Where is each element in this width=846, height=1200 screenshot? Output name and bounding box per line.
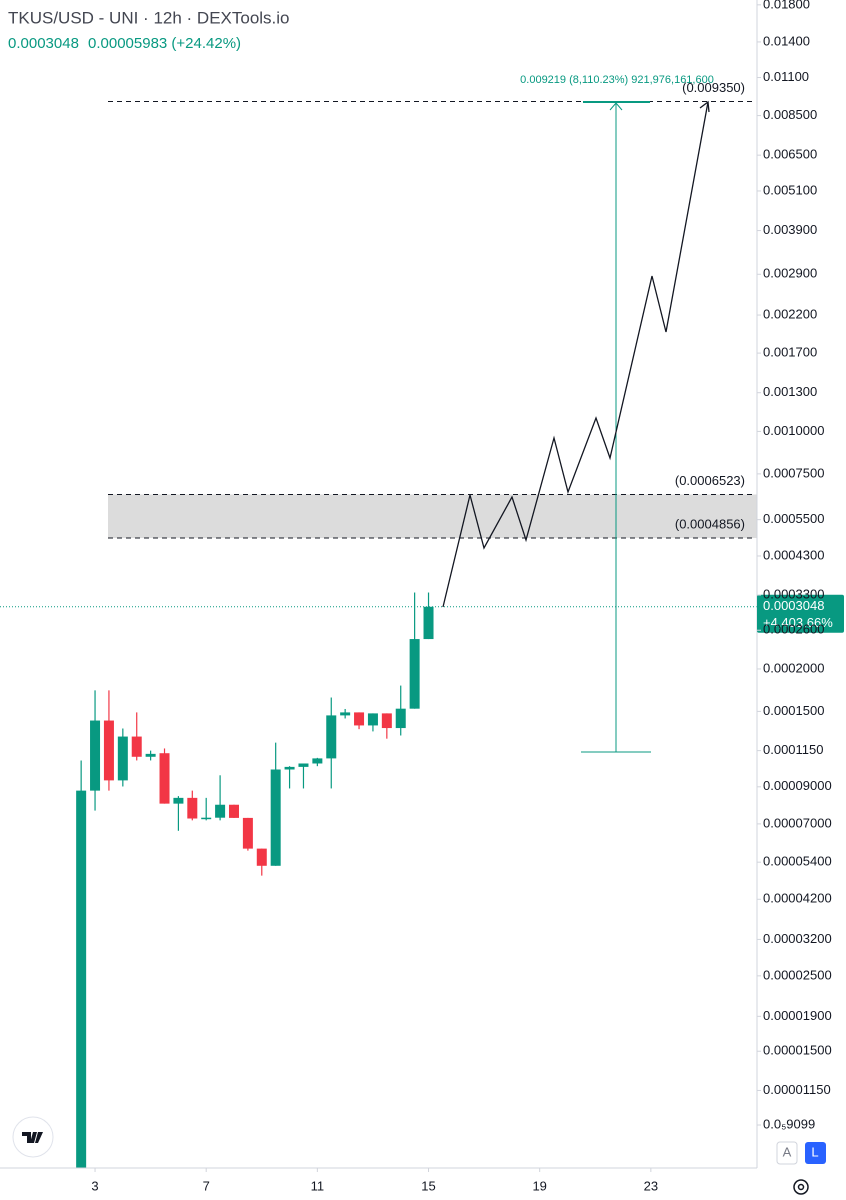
candle-body (201, 817, 212, 820)
y-tick-label: 0.0001150 (763, 742, 824, 757)
measure-arrow (609, 102, 623, 111)
last-price-box: 0.0003048 +4,403.66% (757, 594, 844, 633)
candle-body (395, 708, 406, 729)
candle-body (409, 639, 420, 709)
y-tick-label: 0.0001500 (763, 703, 824, 718)
candle-body (103, 720, 114, 781)
candle-body (270, 769, 281, 866)
candle-body (242, 817, 253, 849)
candle-body (131, 736, 142, 757)
auto-button[interactable] (776, 1141, 798, 1165)
candle-body (312, 758, 323, 764)
y-tick-label: 0.01400 (763, 33, 810, 48)
level-label: (0.0006523) (675, 473, 745, 488)
candle-body (173, 797, 184, 804)
tv-logo (12, 1116, 54, 1158)
measure-tool (581, 101, 651, 753)
y-tick-label: 0.003900 (763, 222, 817, 237)
measure-label: 0.009219 (8,110.23%) 921,976,161,600 (520, 74, 714, 86)
y-tick-label: 0.00001500 (763, 1043, 832, 1058)
x-tick-label: 7 (203, 1178, 210, 1193)
x-tick-label: 19 (532, 1178, 546, 1193)
last-price-bg (757, 594, 844, 633)
y-tick-label: 0.001300 (763, 384, 817, 399)
candle-body (326, 715, 337, 759)
header-price: 0.0003048 (8, 35, 79, 52)
candle-body (159, 753, 170, 804)
y-tick-label: 0.008500 (763, 107, 817, 122)
candle-body (187, 797, 198, 819)
y-tick-label: 0.0₅9099 (763, 1116, 815, 1131)
log-button[interactable] (805, 1142, 826, 1164)
candle-body (256, 848, 267, 866)
y-tick-label: 0.0010000 (763, 423, 824, 438)
candle-body (215, 804, 226, 818)
y-tick-label: 0.001700 (763, 345, 817, 360)
candle-body (298, 763, 309, 767)
y-tick-label: 0.0004300 (763, 547, 824, 562)
y-tick-label: 0.00009000 (763, 778, 832, 793)
y-tick-label: 0.00005400 (763, 854, 832, 869)
x-tick-label: 3 (91, 1178, 98, 1193)
candle-body (284, 766, 295, 770)
x-tick-label: 15 (421, 1178, 435, 1193)
y-tick-label: 0.0007500 (763, 465, 824, 480)
x-tick-label: 11 (311, 1178, 325, 1193)
settings-icon[interactable] (793, 1179, 809, 1195)
header-change: 0.00005983 (+24.42%) (88, 35, 241, 52)
y-tick-label: 0.00001900 (763, 1008, 832, 1023)
auto-button-label[interactable]: A (783, 1144, 792, 1159)
y-tick-label: 0.00001150 (763, 1082, 831, 1097)
y-tick-label: 0.00004200 (763, 891, 832, 906)
y-tick-label: 0.002200 (763, 306, 817, 321)
y-tick-label: 0.005100 (763, 182, 817, 197)
plot-area: (0.009350) (0.0006523) (0.0004856) (0, 80, 757, 1168)
y-tick-label: 0.006500 (763, 147, 817, 162)
y-tick-label: 0.0002600 (763, 622, 824, 637)
level-label: (0.009350) (682, 80, 745, 95)
candle-body (367, 713, 378, 726)
y-tick-label: 0.0005500 (763, 511, 824, 526)
candle-body (145, 753, 156, 757)
candle-body (76, 790, 87, 1168)
last-change-label: +4,403.66% (763, 615, 833, 630)
y-tick-label: 0.0002000 (763, 660, 824, 675)
symbol-title: TKUS/USD - UNI · 12h · DEXTools.io (8, 8, 290, 27)
candle-body (381, 713, 392, 729)
y-tick-label: 0.00003200 (763, 931, 832, 946)
y-tick-label: 0.01100 (763, 69, 809, 84)
candle-body (90, 720, 101, 791)
y-tick-label: 0.0003300 (763, 586, 824, 601)
candle-body (423, 606, 434, 640)
log-button-label[interactable]: L (811, 1144, 818, 1159)
projection-arrow (699, 100, 710, 113)
candle-body (228, 804, 239, 818)
projection-path (442, 101, 709, 608)
candle-body (117, 736, 128, 781)
y-tick-label: 0.01800 (763, 0, 810, 11)
y-tick-label: 0.00002500 (763, 967, 832, 982)
x-tick-label: 23 (644, 1178, 658, 1193)
y-tick-label: 0.00007000 (763, 815, 832, 830)
level-label: (0.0004856) (675, 516, 745, 531)
candle-body (354, 712, 365, 726)
last-price-label: 0.0003048 (763, 598, 824, 613)
y-tick-label: 0.002900 (763, 266, 817, 281)
candle-body (340, 712, 351, 716)
zone (108, 494, 757, 539)
